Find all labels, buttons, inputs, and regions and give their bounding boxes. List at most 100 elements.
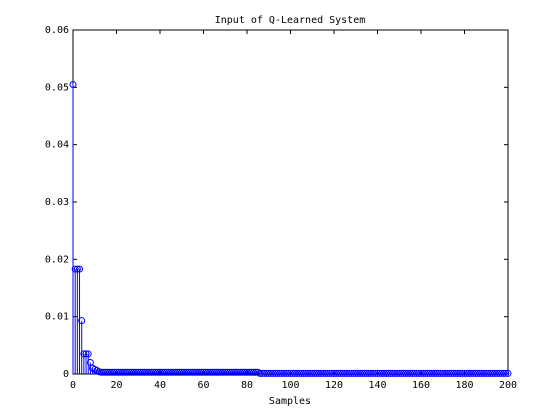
stem-marker	[382, 369, 390, 377]
stem-marker	[160, 368, 168, 376]
stem-marker	[182, 368, 190, 376]
stem-marker	[115, 368, 123, 376]
stem-marker	[149, 368, 157, 376]
stem-marker	[97, 368, 105, 376]
stem-marker	[197, 368, 205, 376]
stem-marker	[215, 368, 223, 376]
stem-marker	[347, 369, 355, 377]
stem-marker	[337, 369, 345, 377]
y-tick-label: 0.03	[45, 197, 69, 208]
stem-marker	[76, 265, 84, 273]
x-tick-label: 40	[154, 380, 166, 391]
x-tick-label: 20	[110, 380, 122, 391]
stem-marker	[415, 369, 423, 377]
stem-marker	[280, 369, 288, 377]
x-tick-label: 160	[412, 380, 430, 391]
stem-marker	[369, 369, 377, 377]
stem-marker	[319, 369, 327, 377]
stem-marker	[469, 369, 477, 377]
stem-marker	[241, 368, 249, 376]
stem-marker	[173, 368, 181, 376]
stem-marker	[489, 369, 497, 377]
stem-marker	[178, 368, 186, 376]
stem-marker	[202, 368, 210, 376]
stem-marker	[397, 369, 405, 377]
stem-marker	[306, 369, 314, 377]
stem-marker	[497, 369, 505, 377]
stem-marker	[450, 369, 458, 377]
x-tick-label: 60	[197, 380, 209, 391]
stem-marker	[176, 368, 184, 376]
stem-marker	[121, 368, 129, 376]
stem-marker	[313, 369, 321, 377]
y-tick-label: 0	[63, 369, 69, 380]
stem-marker	[163, 368, 171, 376]
stem-marker	[134, 368, 142, 376]
stem-marker	[360, 369, 368, 377]
stem-marker	[247, 368, 255, 376]
x-tick-label: 140	[368, 380, 386, 391]
stem-marker	[471, 369, 479, 377]
stem-marker	[102, 368, 110, 376]
stem-marker	[126, 368, 134, 376]
stem-marker	[228, 368, 236, 376]
stem-marker	[395, 369, 403, 377]
stem-marker	[278, 369, 286, 377]
stem-marker	[315, 369, 323, 377]
stem-marker	[158, 368, 166, 376]
stem-marker	[284, 369, 292, 377]
stem-marker	[419, 369, 427, 377]
stem-marker	[265, 369, 273, 377]
stem-marker	[308, 369, 316, 377]
stem-marker	[493, 369, 501, 377]
stem-marker	[300, 369, 308, 377]
stem-marker	[476, 369, 484, 377]
stem-marker	[69, 80, 77, 88]
stem-marker	[139, 368, 147, 376]
stem-marker	[380, 369, 388, 377]
stem-marker	[267, 369, 275, 377]
stem-marker	[208, 368, 216, 376]
stem-marker	[439, 369, 447, 377]
stem-marker	[332, 369, 340, 377]
stem-marker	[367, 369, 375, 377]
stem-marker	[430, 369, 438, 377]
x-tick-label: 100	[281, 380, 299, 391]
stem-marker	[424, 369, 432, 377]
stem-marker	[339, 369, 347, 377]
stem-marker	[200, 368, 207, 376]
stem-marker	[243, 368, 251, 376]
stem-marker	[117, 368, 125, 376]
x-tick-label: 80	[241, 380, 253, 391]
stem-marker	[323, 369, 331, 377]
stem-marker	[302, 369, 310, 377]
stem-marker	[186, 368, 194, 376]
stem-marker	[252, 368, 260, 376]
stem-marker	[432, 369, 440, 377]
x-axis-label: Samples	[269, 396, 311, 407]
stem-marker	[123, 368, 131, 376]
stem-marker	[171, 368, 179, 376]
stem-marker	[295, 369, 303, 377]
stem-marker	[82, 350, 90, 358]
stem-marker	[426, 369, 434, 377]
y-tick-label: 0.02	[45, 254, 69, 265]
stem-marker	[132, 368, 140, 376]
stem-marker	[504, 369, 512, 377]
stem-marker	[217, 368, 225, 376]
stem-marker	[258, 369, 266, 377]
stem-marker	[454, 369, 462, 377]
stem-marker	[437, 369, 445, 377]
stem-marker	[184, 368, 192, 376]
stem-marker	[191, 368, 199, 376]
stem-marker	[113, 368, 120, 376]
stem-marker	[376, 369, 384, 377]
stem-marker	[365, 369, 373, 377]
stem-marker	[195, 368, 203, 376]
stem-marker	[358, 369, 366, 377]
stem-marker	[239, 368, 247, 376]
y-tick-label: 0.04	[45, 140, 69, 151]
stem-marker	[474, 369, 482, 377]
stem-marker	[352, 369, 360, 377]
stem-marker	[417, 369, 425, 377]
